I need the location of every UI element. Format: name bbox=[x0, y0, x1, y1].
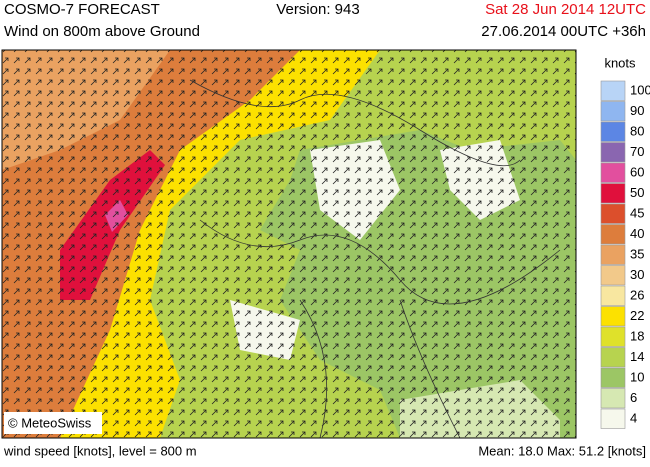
version: Version: 943 bbox=[276, 1, 359, 18]
legend-label: 10 bbox=[630, 370, 644, 385]
footer-left: wind speed [knots], level = 800 m bbox=[3, 443, 197, 458]
legend-label: 22 bbox=[630, 308, 644, 323]
map-frame bbox=[1, 49, 577, 439]
legend-label: 14 bbox=[630, 349, 644, 364]
legend-label: 45 bbox=[630, 206, 644, 221]
credit-box bbox=[4, 412, 102, 434]
legend-swatch bbox=[600, 347, 626, 368]
legend-label: 60 bbox=[630, 165, 644, 180]
credit: © MeteoSwiss bbox=[8, 415, 92, 430]
run-time: 27.06.2014 00UTC +36h bbox=[481, 23, 646, 40]
legend-swatch bbox=[600, 306, 626, 327]
subtitle: Wind on 800m above Ground bbox=[4, 23, 200, 40]
title: COSMO-7 FORECAST bbox=[4, 1, 160, 18]
legend-swatch bbox=[600, 388, 626, 409]
legend-label: 4 bbox=[630, 411, 637, 426]
legend-label: 80 bbox=[630, 124, 644, 139]
legend-unit: knots bbox=[604, 55, 636, 70]
legend-label: 90 bbox=[630, 103, 644, 118]
legend: 100 90 80 70 60 50 45 40 35 30 26 22 18 14 10 6 4 bbox=[600, 80, 650, 429]
legend-swatch bbox=[600, 80, 626, 101]
legend-swatch bbox=[600, 162, 626, 183]
legend-swatch bbox=[600, 183, 626, 204]
legend-swatch bbox=[600, 142, 626, 163]
legend-label: 35 bbox=[630, 247, 644, 262]
legend-swatch bbox=[600, 121, 626, 142]
legend-swatch bbox=[600, 367, 626, 388]
valid-time: Sat 28 Jun 2014 12UTC bbox=[485, 1, 646, 18]
legend-label: 30 bbox=[630, 267, 644, 282]
legend-label: 50 bbox=[630, 185, 644, 200]
legend-label: 6 bbox=[630, 390, 637, 405]
legend-swatch bbox=[600, 285, 626, 306]
legend-label: 70 bbox=[630, 144, 644, 159]
legend-swatch bbox=[600, 408, 626, 429]
map bbox=[2, 50, 576, 438]
legend-swatch bbox=[600, 326, 626, 347]
legend-swatch bbox=[600, 265, 626, 286]
legend-swatch bbox=[600, 244, 626, 265]
legend-swatch bbox=[600, 203, 626, 224]
legend-label: 26 bbox=[630, 288, 644, 303]
legend-label: 40 bbox=[630, 226, 644, 241]
legend-label: 18 bbox=[630, 329, 644, 344]
legend-label: 100 bbox=[630, 83, 650, 98]
legend-swatch bbox=[600, 101, 626, 122]
footer-stats: Mean: 18.0 Max: 51.2 [knots] bbox=[478, 443, 646, 458]
legend-swatch bbox=[600, 224, 626, 245]
